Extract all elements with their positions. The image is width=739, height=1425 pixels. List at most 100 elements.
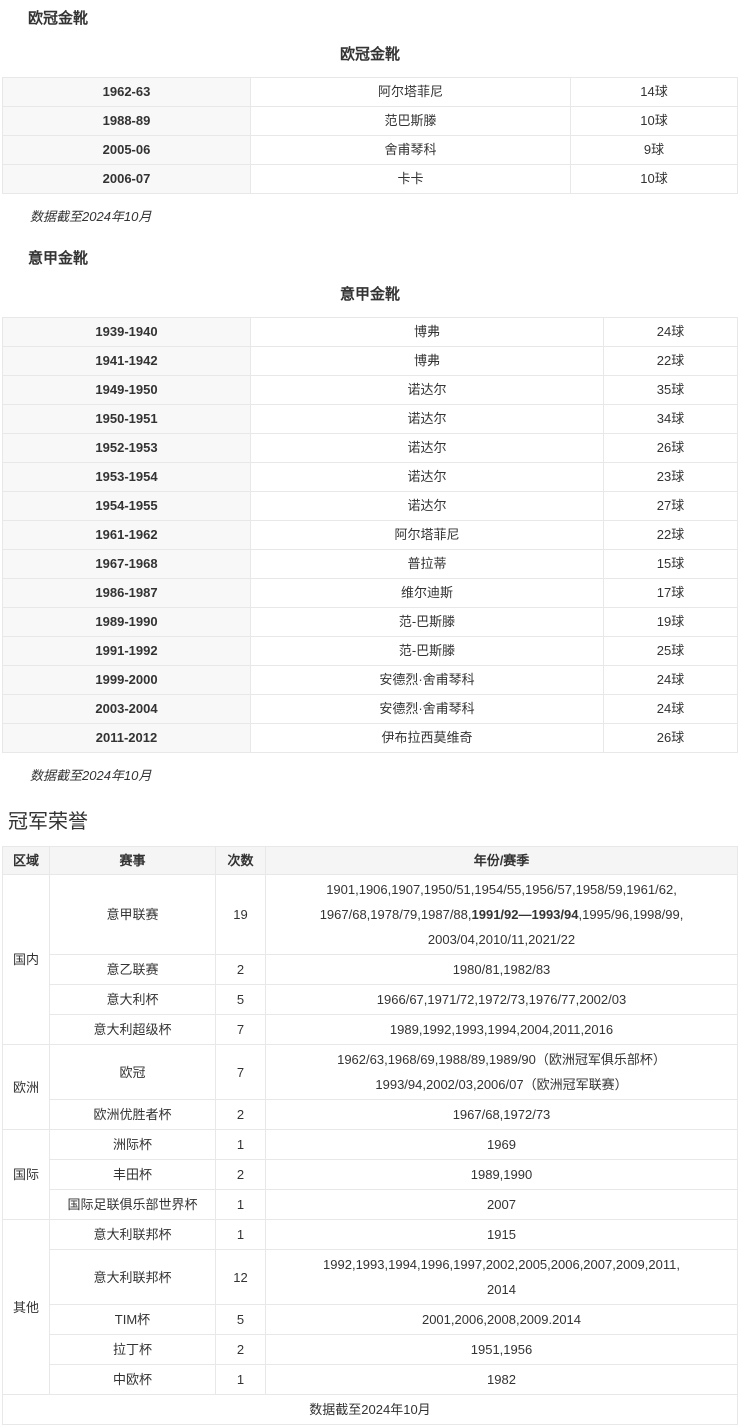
table-row: 1999-2000 安德烈·舍甫琴科 24球 (2, 665, 738, 695)
col-header-count: 次数 (215, 846, 266, 875)
goals-cell: 24球 (603, 317, 738, 347)
region-cell: 国内 (2, 874, 50, 1045)
serie-a-boot-table: 意甲金靴 1939-1940 博弗 24球 1941-1942 博弗 22球 1… (2, 283, 738, 753)
season-cell: 1952-1953 (2, 433, 251, 463)
competition-cell: 意乙联赛 (49, 954, 216, 985)
years-cell: 2007 (265, 1189, 738, 1220)
goals-cell: 22球 (603, 346, 738, 376)
years-cell: 1901,1906,1907,1950/51,1954/55,1956/57,1… (265, 874, 738, 955)
season-cell: 1962-63 (2, 77, 251, 107)
competition-cell: 意大利联邦杯 (49, 1219, 216, 1250)
table-row: 2011-2012 伊布拉西莫维奇 26球 (2, 723, 738, 753)
serie-a-boot-section-heading: 意甲金靴 (28, 250, 89, 267)
table-row: 1950-1951 诺达尔 34球 (2, 404, 738, 434)
years-cell: 1951,1956 (265, 1334, 738, 1365)
player-cell: 阿尔塔菲尼 (250, 77, 571, 107)
player-cell: 舍甫琴科 (250, 135, 571, 165)
table-row: 1954-1955 诺达尔 27球 (2, 491, 738, 521)
player-cell: 卡卡 (250, 164, 571, 194)
table-row: 1939-1940 博弗 24球 (2, 317, 738, 347)
count-cell: 2 (215, 1099, 266, 1130)
goals-cell: 24球 (603, 694, 738, 724)
competition-cell: 意大利联邦杯 (49, 1249, 216, 1305)
competition-cell: TIM杯 (49, 1304, 216, 1335)
goals-cell: 10球 (570, 164, 738, 194)
player-cell: 诺达尔 (250, 462, 604, 492)
years-cell: 2001,2006,2008,2009.2014 (265, 1304, 738, 1335)
competition-cell: 欧洲优胜者杯 (49, 1099, 216, 1130)
player-cell: 安德烈·舍甫琴科 (250, 665, 604, 695)
table-row: 1941-1942 博弗 22球 (2, 346, 738, 376)
goals-cell: 22球 (603, 520, 738, 550)
count-cell: 5 (215, 984, 266, 1015)
season-cell: 1988-89 (2, 106, 251, 136)
years-cell: 1969 (265, 1129, 738, 1160)
count-cell: 1 (215, 1364, 266, 1395)
player-cell: 普拉蒂 (250, 549, 604, 579)
table-header-row: 区域 赛事 次数 年份/赛季 (2, 846, 738, 875)
years-cell: 1962/63,1968/69,1988/89,1989/90（欧洲冠军俱乐部杯… (265, 1044, 738, 1100)
years-segment: 1967/68,1978/79,1987/88, (319, 907, 472, 922)
years-line: 1993/94,2002/03,2006/07（欧洲冠军联赛） (375, 1077, 628, 1092)
table-row: 国内 意甲联赛 19 1901,1906,1907,1950/51,1954/5… (2, 874, 738, 1045)
table-row: 国际 洲际杯 1 1969 (2, 1129, 738, 1220)
competition-cell: 意大利超级杯 (49, 1014, 216, 1045)
table-footer-row: 数据截至2024年10月 (2, 1394, 738, 1425)
season-cell: 1939-1940 (2, 317, 251, 347)
competition-cell: 意甲联赛 (49, 874, 216, 955)
serie-a-boot-table-caption: 意甲金靴 (339, 286, 400, 303)
goals-cell: 27球 (603, 491, 738, 521)
years-line: 1962/63,1968/69,1988/89,1989/90（欧洲冠军俱乐部杯… (337, 1052, 666, 1067)
count-cell: 1 (215, 1129, 266, 1160)
count-cell: 7 (215, 1014, 266, 1045)
goals-cell: 14球 (570, 77, 738, 107)
goals-cell: 10球 (570, 106, 738, 136)
season-cell: 1989-1990 (2, 607, 251, 637)
table-row: 2005-06 舍甫琴科 9球 (2, 135, 738, 165)
count-cell: 5 (215, 1304, 266, 1335)
competition-cell: 中欧杯 (49, 1364, 216, 1395)
season-cell: 1961-1962 (2, 520, 251, 550)
table-row: 2006-07 卡卡 10球 (2, 164, 738, 194)
goals-cell: 17球 (603, 578, 738, 608)
player-cell: 范-巴斯滕 (250, 607, 604, 637)
honors-section-heading: 冠军荣誉 (8, 811, 88, 833)
col-header-region: 区域 (2, 846, 50, 875)
player-cell: 范巴斯滕 (250, 106, 571, 136)
years-line: 2003/04,2010/11,2021/22 (427, 932, 576, 947)
table-row: 1967-1968 普拉蒂 15球 (2, 549, 738, 579)
table-row: 1952-1953 诺达尔 26球 (2, 433, 738, 463)
table-row: 1949-1950 诺达尔 35球 (2, 375, 738, 405)
season-cell: 1949-1950 (2, 375, 251, 405)
years-cell: 1992,1993,1994,1996,1997,2002,2005,2006,… (265, 1249, 738, 1305)
table-row: 1961-1962 阿尔塔菲尼 22球 (2, 520, 738, 550)
season-cell: 2005-06 (2, 135, 251, 165)
table-row: 1989-1990 范-巴斯滕 19球 (2, 607, 738, 637)
count-cell: 2 (215, 1159, 266, 1190)
count-cell: 2 (215, 954, 266, 985)
count-cell: 1 (215, 1189, 266, 1220)
goals-cell: 34球 (603, 404, 738, 434)
uefa-boot-table-caption: 欧冠金靴 (339, 46, 400, 63)
table-row: 中欧杯 1 1982 (3, 1364, 738, 1395)
competition-cell: 丰田杯 (49, 1159, 216, 1190)
col-header-years: 年份/赛季 (265, 846, 738, 875)
player-cell: 诺达尔 (250, 375, 604, 405)
player-cell: 博弗 (250, 346, 604, 376)
player-cell: 安德烈·舍甫琴科 (250, 694, 604, 724)
player-cell: 诺达尔 (250, 433, 604, 463)
player-cell: 伊布拉西莫维奇 (250, 723, 604, 753)
honors-table: 区域 赛事 次数 年份/赛季 国内 意甲联赛 19 1901,1906,1907… (2, 846, 738, 1425)
count-cell: 2 (215, 1334, 266, 1365)
competition-cell: 拉丁杯 (49, 1334, 216, 1365)
table-row: 意大利超级杯 7 1989,1992,1993,1994,2004,2011,2… (3, 1014, 738, 1045)
years-cell: 1989,1992,1993,1994,2004,2011,2016 (265, 1014, 738, 1045)
season-cell: 2011-2012 (2, 723, 251, 753)
uefa-boot-data-note: 数据截至2024年10月 (30, 209, 152, 224)
table-row: 1988-89 范巴斯滕 10球 (2, 106, 738, 136)
years-line: 1992,1993,1994,1996,1997,2002,2005,2006,… (323, 1257, 680, 1272)
season-cell: 1941-1942 (2, 346, 251, 376)
years-line: 1967/68,1978/79,1987/88,1991/92—1993/94,… (272, 902, 731, 927)
years-cell: 1915 (265, 1219, 738, 1250)
player-cell: 诺达尔 (250, 491, 604, 521)
